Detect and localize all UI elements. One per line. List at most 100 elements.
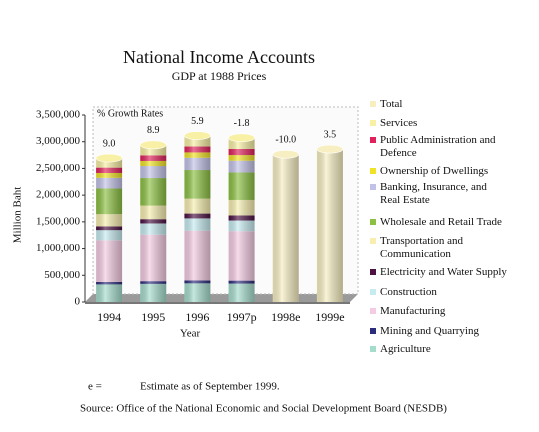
legend-swatch	[370, 346, 376, 352]
segment-shade	[96, 214, 123, 227]
legend-entry: Transportation and Communication	[370, 235, 490, 261]
segment-shade	[228, 215, 255, 221]
footnote-text: Estimate as of September 1999.	[140, 381, 280, 393]
y-tick-label: 2,000,000	[36, 189, 81, 201]
segment-shade	[228, 148, 255, 156]
segment-shade	[272, 154, 299, 302]
segment-shade	[184, 157, 211, 171]
segment-shade	[96, 158, 123, 168]
footnote-key: e =	[88, 381, 102, 393]
segment-shade	[96, 172, 123, 178]
y-tick-label: 500,000	[44, 269, 80, 281]
segment-shade	[96, 240, 123, 282]
legend-swatch	[370, 238, 376, 244]
growth-rate: 9.0	[103, 138, 116, 149]
cylinder-cap	[228, 133, 255, 143]
segment-shade	[140, 155, 167, 161]
segment-shade	[184, 280, 211, 284]
legend-swatch	[370, 168, 376, 174]
legend-swatch	[370, 219, 376, 225]
legend-entry: Construction	[370, 286, 539, 299]
x-tick-label: 1996	[185, 310, 209, 324]
floor-front	[85, 302, 350, 304]
legend-entry: Mining and Quarrying	[370, 325, 539, 338]
legend-swatch	[370, 289, 376, 295]
legend-swatch	[370, 269, 376, 275]
x-axis-label: Year	[180, 328, 201, 340]
y-tick-label: 3,000,000	[36, 135, 81, 147]
segment-shade	[228, 220, 255, 232]
y-axis-label: Million Baht	[12, 187, 24, 244]
legend-swatch	[370, 120, 376, 126]
legend-swatch	[370, 184, 376, 190]
y-tick-label: 2,500,000	[36, 162, 81, 174]
growth-rate: -1.8	[234, 118, 250, 129]
chart-subtitle: GDP at 1988 Prices	[172, 69, 267, 83]
growth-rate: -10.0	[275, 135, 296, 146]
x-tick-label: 1994	[97, 310, 121, 324]
segment-shade	[96, 226, 123, 231]
segment-shade	[228, 199, 255, 216]
source: Source: Office of the National Economic …	[80, 403, 447, 415]
growth-title: % Growth Rates	[97, 108, 163, 119]
segment-shade	[228, 160, 255, 173]
y-tick-label: 0	[75, 296, 81, 308]
y-tick-label: 1,500,000	[36, 215, 81, 227]
x-tick-label: 1998e	[271, 310, 300, 324]
segment-shade	[184, 146, 211, 153]
legend-swatch	[370, 137, 376, 143]
legend-entry: Total	[370, 98, 539, 111]
segment-shade	[184, 213, 211, 219]
cylinder-cap	[95, 153, 123, 163]
legend-entry: Banking, Insurance, and Real Estate	[370, 181, 500, 207]
segment-shade	[228, 280, 255, 284]
segment-shade	[316, 149, 343, 302]
segment-shade	[140, 281, 167, 284]
segment-shade	[140, 178, 167, 206]
segment-shade	[140, 234, 167, 282]
growth-rate: 3.5	[324, 129, 337, 140]
legend-entry: Services	[370, 117, 539, 130]
segment-shade	[140, 166, 167, 179]
segment-shade	[228, 172, 255, 200]
legend-entry: Public Administration and Defence	[370, 134, 500, 160]
x-tick-label: 1995	[141, 310, 165, 324]
cylinder-cap	[272, 149, 300, 159]
segment-shade	[140, 160, 167, 167]
segment-shade	[140, 205, 167, 220]
legend-entry: Wholesale and Retail Trade	[370, 216, 539, 229]
y-tick-label: 1,000,000	[36, 242, 81, 254]
cylinder-cap	[316, 144, 344, 154]
segment-shade	[96, 188, 123, 215]
segment-shade	[140, 144, 167, 156]
segment-shade	[184, 218, 211, 231]
segment-shade	[184, 152, 211, 158]
back-panel	[92, 106, 359, 295]
segment-shade	[228, 231, 255, 281]
cylinder-cap	[139, 140, 167, 150]
segment-shade	[184, 283, 211, 302]
segment-shade	[140, 223, 167, 235]
cylinder-cap	[184, 131, 211, 140]
growth-rate: 5.9	[191, 116, 204, 127]
legend-entry: Agriculture	[370, 343, 539, 356]
legend-swatch	[370, 328, 376, 334]
legend-entry: Manufacturing	[370, 305, 539, 318]
x-tick-label: 1999e	[315, 310, 344, 324]
y-tick-label: 3,500,000	[36, 109, 81, 121]
segment-shade	[228, 155, 255, 161]
segment-shade	[96, 284, 123, 302]
legend-swatch	[370, 308, 376, 314]
x-tick-label: 1997p	[227, 310, 257, 324]
segment-shade	[184, 170, 211, 199]
segment-shade	[140, 219, 167, 224]
segment-shade	[228, 283, 255, 302]
segment-shade	[184, 198, 211, 214]
chart-title: National Income Accounts	[123, 47, 315, 67]
segment-shade	[96, 167, 123, 173]
growth-rate: 8.9	[147, 125, 160, 136]
segment-shade	[228, 137, 255, 149]
segment-shade	[184, 230, 211, 281]
